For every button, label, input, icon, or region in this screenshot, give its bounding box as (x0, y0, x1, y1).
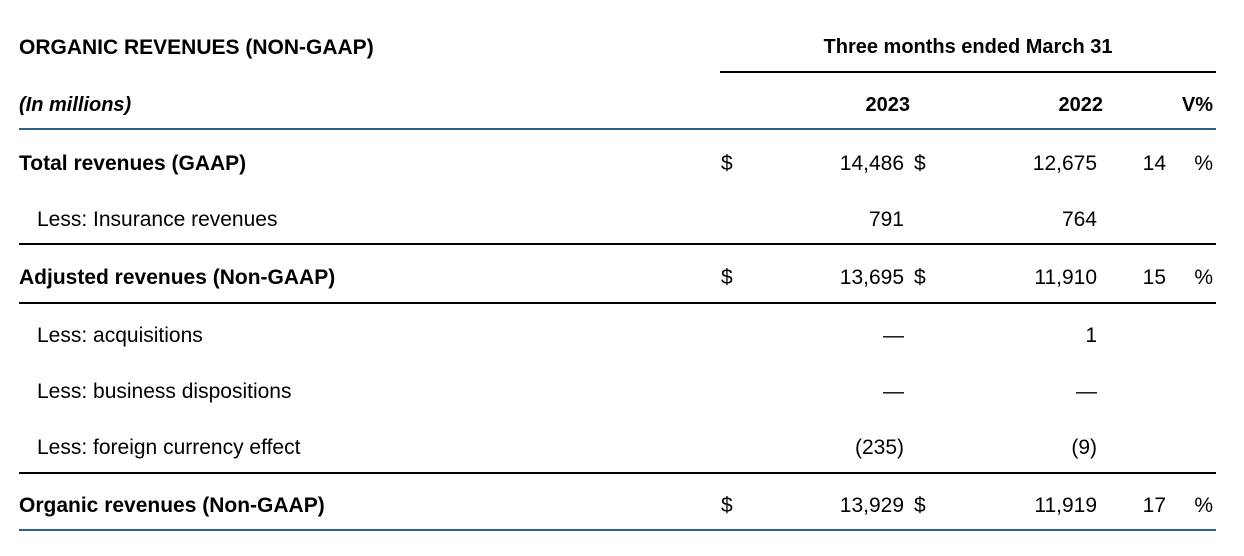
table-bottom-border (19, 529, 1216, 531)
value-2023: 791 (868, 208, 904, 231)
column-header-2023: 2023 (865, 94, 911, 116)
row-label: Adjusted revenues (Non-GAAP) (19, 266, 336, 289)
value-2022: 11,919 (1034, 494, 1097, 517)
row-label: Less: business dispositions (37, 380, 292, 403)
value-2022: 12,675 (1032, 152, 1097, 175)
units-label: (In millions) (19, 94, 132, 116)
currency-symbol: $ (914, 494, 926, 517)
column-header-2022: 2022 (1058, 94, 1104, 116)
currency-symbol: $ (914, 152, 926, 175)
table-title: ORGANIC REVENUES (NON-GAAP) (19, 36, 374, 59)
period-underline (720, 71, 1216, 73)
currency-symbol: $ (914, 266, 926, 289)
row-label: Organic revenues (Non-GAAP) (19, 494, 325, 517)
value-2022: 11,910 (1034, 266, 1097, 289)
row-divider (19, 472, 1216, 474)
currency-symbol: $ (721, 152, 733, 175)
column-header-variance: V% (1181, 94, 1213, 116)
row-divider (19, 302, 1216, 304)
percent-sign: % (1194, 152, 1213, 175)
value-2023: (235) (854, 436, 904, 459)
row-divider (19, 243, 1216, 245)
variance-value: 15 (1142, 266, 1166, 289)
value-2023: 13,695 (839, 266, 904, 289)
currency-symbol: $ (721, 266, 733, 289)
value-2023: 14,486 (839, 152, 904, 175)
value-2023: — (883, 380, 904, 403)
percent-sign: % (1194, 494, 1213, 517)
value-2023: — (883, 324, 904, 347)
value-2022: 1 (1085, 324, 1097, 347)
currency-symbol: $ (721, 494, 733, 517)
variance-value: 14 (1142, 152, 1166, 175)
row-label: Less: Insurance revenues (37, 208, 278, 231)
row-label: Total revenues (GAAP) (19, 152, 247, 175)
period-header: Three months ended March 31 (823, 36, 1113, 58)
row-label: Less: foreign currency effect (37, 436, 301, 459)
value-2022: 764 (1061, 208, 1097, 231)
value-2023: 13,929 (839, 494, 904, 517)
value-2022: (9) (1071, 436, 1097, 459)
value-2022: — (1076, 380, 1097, 403)
row-label: Less: acquisitions (37, 324, 203, 347)
header-divider (19, 128, 1216, 130)
variance-value: 17 (1142, 494, 1166, 517)
percent-sign: % (1194, 266, 1213, 289)
